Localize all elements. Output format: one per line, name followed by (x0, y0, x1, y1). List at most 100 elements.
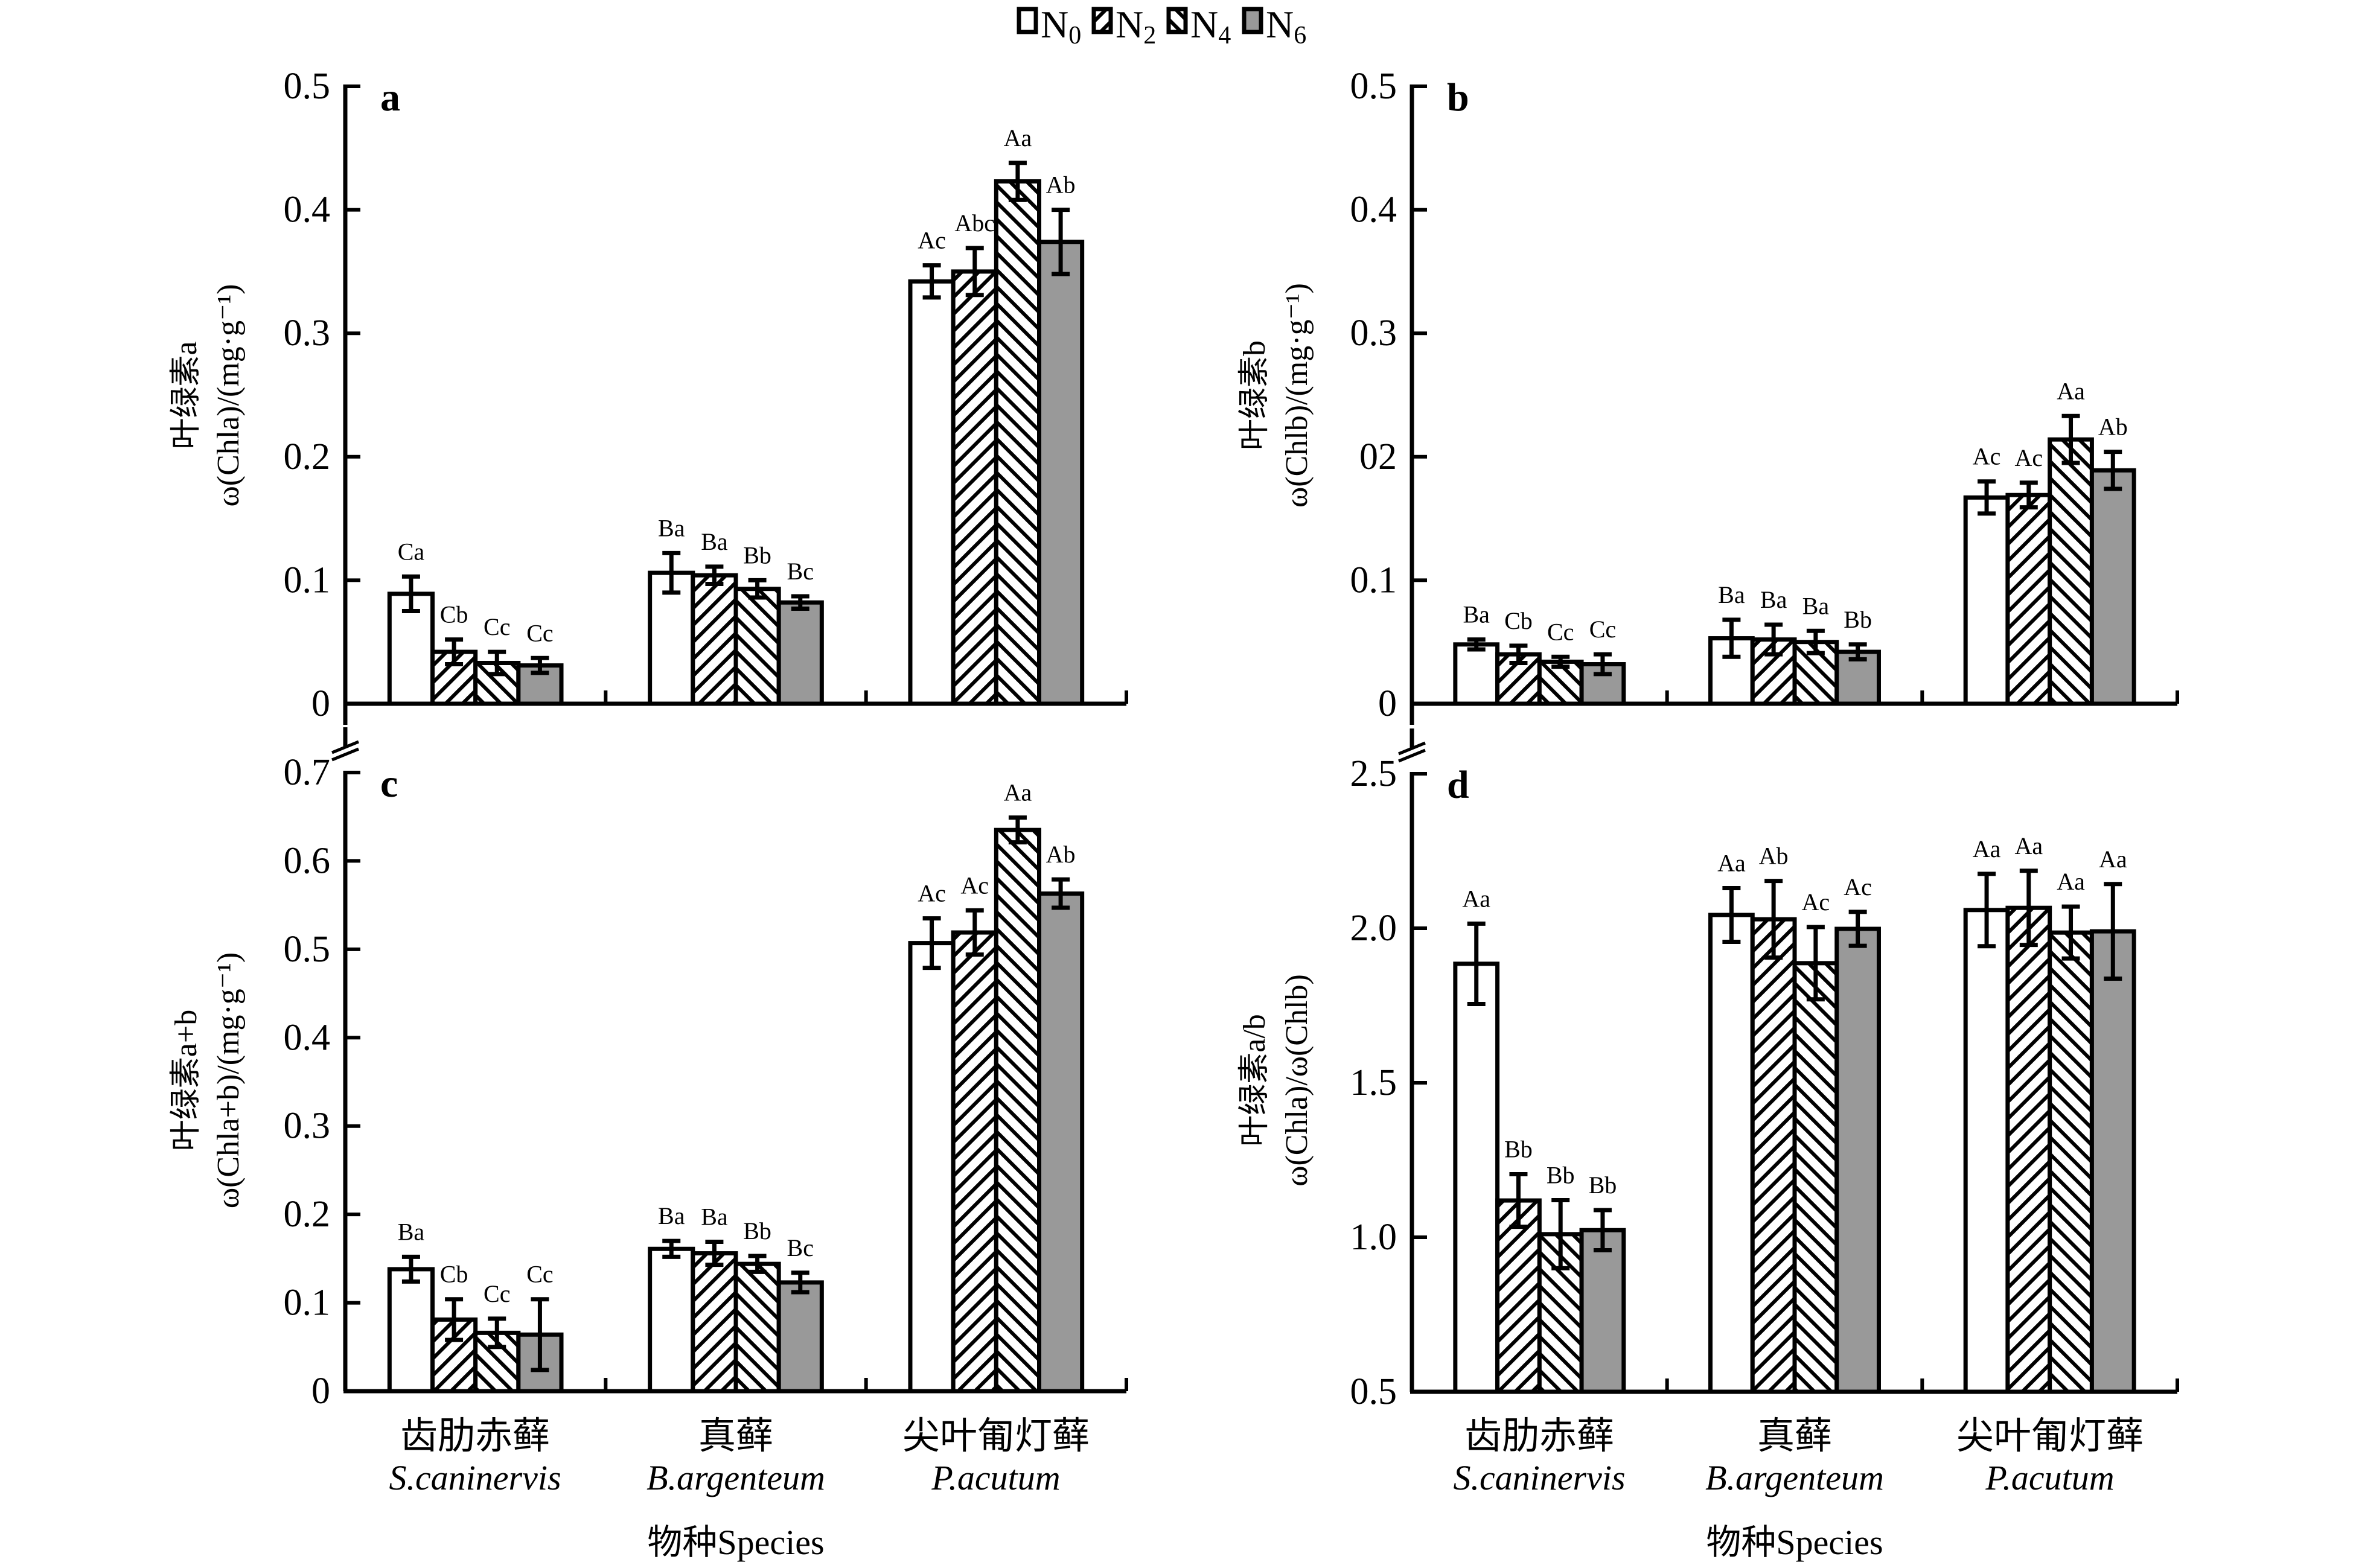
bar-a-n6-2 (776, 600, 824, 706)
x-category-latin-3-left: P.acutum (931, 1458, 1060, 1497)
error-bar-d-n4-1 (1551, 1198, 1570, 1270)
significance-letter-c-n4-1: Cc (484, 1280, 510, 1307)
significance-letter-c-n6-1: Cc (526, 1261, 553, 1288)
significance-letter-d-n4-3: Aa (2057, 868, 2085, 895)
significance-letter-a-n0-1: Ca (398, 538, 425, 565)
y-tick-label-b-1: 0.1 (1350, 559, 1397, 601)
error-bar-d-n6-3 (2104, 882, 2122, 981)
legend-label-n0: N0 (1041, 3, 1081, 49)
significance-letter-c-n0-2: Ba (658, 1202, 685, 1229)
significance-letter-a-n0-3: Ac (918, 227, 946, 254)
error-bar-b-n0-2 (1722, 617, 1741, 659)
significance-letter-b-n2-2: Ba (1760, 586, 1787, 613)
significance-letter-d-n2-3: Aa (2014, 832, 2043, 859)
error-bar-b-n2-3 (2019, 480, 2038, 510)
significance-letter-b-n6-3: Ab (2098, 413, 2128, 441)
panel-c: Ba Ba Ac Cb Ba Ac Cc Bb Aa Cc Bc Ab 0 0.1 0.2 0.3 0.4 0.5… (284, 727, 1128, 1412)
x-category-labels-left: 齿肋赤藓 真藓 尖叶匍灯藓 S.caninervis B.argenteum P… (389, 1416, 1090, 1562)
significance-letter-d-n0-3: Aa (1973, 835, 2001, 862)
error-bar-d-n0-2 (1722, 885, 1741, 945)
legend: N0 N2 N4 N6 (1017, 3, 1306, 49)
y-tick-label-b-5: 0.5 (1350, 66, 1397, 107)
y-tick-label-d-3: 2.0 (1350, 908, 1397, 949)
y-axis-title-d: ω(Chla)/ω(Chlb) (1280, 974, 1314, 1187)
significance-letter-d-n0-1: Aa (1462, 885, 1490, 912)
panel-d: Aa Aa Aa Bb Ab Aa Bb Ac Aa Bb Ac Aa 0.5 1.0 1.5 2.0 2.5 d (1350, 728, 2179, 1412)
error-bar-c-n6-3 (1052, 877, 1070, 910)
error-bar-a-n0-3 (922, 263, 941, 300)
significance-letter-b-n4-1: Cc (1547, 618, 1574, 645)
y-axis-title-cn-b: 叶绿素b (1237, 340, 1272, 450)
significance-letter-b-n0-2: Ba (1718, 581, 1745, 608)
significance-letter-b-n2-1: Cb (1504, 607, 1533, 634)
error-bar-b-n4-2 (1806, 628, 1825, 655)
bar-c-n2-3 (951, 930, 998, 1394)
error-bar-d-n6-1 (1593, 1208, 1612, 1253)
significance-letter-c-n0-1: Ba (398, 1218, 425, 1245)
legend-label-n4: N4 (1190, 3, 1231, 49)
error-bar-c-n6-1 (531, 1297, 549, 1372)
y-axis-title-cn-a: 叶绿素a (169, 341, 203, 449)
significance-letter-a-n2-3: Abc (954, 209, 995, 237)
y-axis-title-b: ω(Chlb)/(mg·g⁻¹) (1280, 283, 1314, 508)
bar-d-n0-2 (1708, 913, 1755, 1394)
y-axis-title-a: ω(Chla)/(mg·g⁻¹) (211, 284, 246, 507)
y-tick-label-c-5: 0.5 (284, 929, 331, 970)
y-axis-title-c: ω(Chla+b)/(mg·g⁻¹) (211, 952, 246, 1208)
y-tick-label-a-0: 0 (311, 683, 330, 724)
y-tick-label-b-2: 02 (1359, 436, 1397, 477)
error-bar-c-n4-2 (748, 1254, 767, 1274)
bar-d-n6-2 (1834, 926, 1881, 1394)
bar-c-n2-2 (691, 1251, 738, 1394)
legend-swatch-n2 (1091, 7, 1113, 34)
bar-c-n0-3 (908, 941, 956, 1394)
y-axis-title-cn-d: 叶绿素a/b (1237, 1014, 1272, 1147)
y-tick-label-b-3: 0.3 (1350, 313, 1397, 354)
significance-letter-d-n6-3: Aa (2099, 846, 2127, 873)
y-tick-label-b-0: 0 (1378, 683, 1397, 724)
panel-letter-a: a (380, 75, 400, 120)
significance-letter-b-n6-1: Cc (1589, 616, 1616, 643)
x-category-latin-1-right: S.caninervis (1453, 1458, 1625, 1497)
bar-c-n0-1 (387, 1267, 435, 1394)
x-category-latin-1-left: S.caninervis (389, 1458, 561, 1497)
legend-label-n6: N6 (1266, 3, 1306, 49)
error-bar-d-n2-3 (2019, 868, 2038, 948)
bar-b-n0-3 (1963, 495, 2010, 706)
error-bar-a-n6-3 (1052, 208, 1070, 276)
error-bar-c-n4-3 (1008, 815, 1027, 845)
error-bar-c-n0-3 (922, 916, 941, 970)
x-category-cn-3-left: 尖叶匍灯藓 (902, 1416, 1090, 1457)
x-axis-title-right: 物种Species (1706, 1523, 1883, 1562)
legend-swatch-n4 (1166, 7, 1188, 34)
error-bar-b-n2-1 (1509, 643, 1528, 665)
error-bar-c-n2-1 (445, 1297, 464, 1342)
y-tick-label-d-0: 0.5 (1350, 1371, 1397, 1412)
significance-letter-a-n2-2: Ba (701, 528, 728, 555)
panel-letter-c: c (380, 762, 398, 806)
legend-item-n4: N4 (1166, 3, 1231, 49)
error-bar-b-n0-3 (1978, 479, 1996, 516)
legend-item-n0: N0 (1017, 3, 1081, 49)
bar-a-n0-3 (908, 279, 956, 706)
bar-d-n6-3 (2089, 929, 2136, 1394)
significance-letter-c-n6-2: Bc (787, 1234, 814, 1261)
error-bar-b-n6-3 (2104, 450, 2122, 491)
y-tick-label-d-4: 2.5 (1350, 753, 1397, 794)
error-bar-c-n2-2 (705, 1240, 724, 1267)
y-tick-label-d-2: 1.5 (1350, 1062, 1397, 1103)
significance-letter-b-n0-3: Ac (1973, 443, 2001, 470)
significance-letter-b-n2-3: Ac (2014, 444, 2043, 471)
bar-a-n6-3 (1037, 240, 1085, 706)
error-bar-a-n2-2 (705, 564, 724, 587)
bar-c-n4-2 (733, 1261, 781, 1394)
error-bar-c-n4-1 (488, 1316, 506, 1350)
error-bar-b-n6-2 (1848, 642, 1867, 661)
significance-letter-d-n6-2: Ac (1844, 873, 1872, 900)
error-bar-d-n4-2 (1806, 925, 1825, 1002)
error-bar-c-n6-2 (791, 1270, 809, 1295)
y-tick-label-a-5: 0.5 (284, 66, 331, 107)
error-bar-c-n0-1 (401, 1254, 420, 1284)
significance-letter-a-n2-1: Cb (440, 601, 468, 628)
y-tick-label-c-6: 0.6 (284, 840, 331, 881)
